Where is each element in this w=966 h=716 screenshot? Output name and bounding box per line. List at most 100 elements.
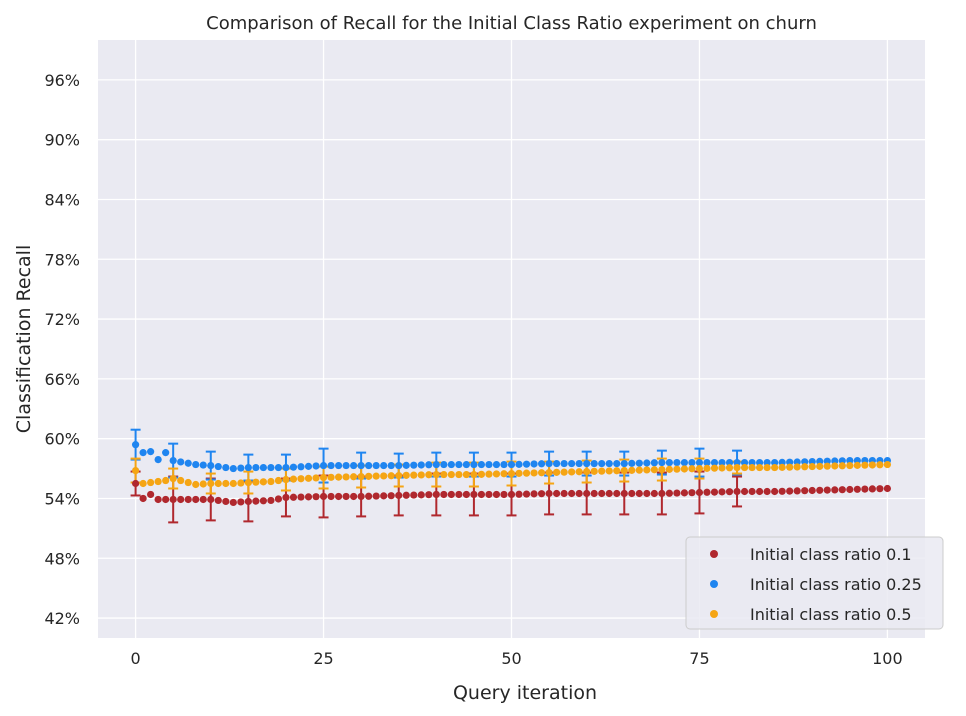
data-point xyxy=(868,461,876,469)
data-point xyxy=(643,489,651,498)
data-point xyxy=(725,458,734,467)
data-point xyxy=(545,468,553,477)
data-point xyxy=(883,460,892,469)
data-point xyxy=(823,457,831,465)
y-tick-label: 90% xyxy=(44,131,80,150)
data-point xyxy=(177,458,185,466)
data-point xyxy=(222,479,230,488)
data-point xyxy=(372,461,380,470)
data-point xyxy=(695,464,704,473)
data-point xyxy=(274,463,283,472)
data-point xyxy=(199,461,207,469)
data-point xyxy=(583,459,591,468)
data-point xyxy=(831,462,839,470)
data-point xyxy=(665,465,673,473)
data-point xyxy=(786,487,794,495)
x-tick-label: 100 xyxy=(872,649,903,668)
data-point xyxy=(432,460,440,469)
data-point xyxy=(169,495,177,504)
data-point xyxy=(380,492,388,500)
data-point xyxy=(184,459,192,467)
data-point xyxy=(485,470,493,478)
data-point xyxy=(763,487,771,496)
data-point xyxy=(831,486,839,494)
data-point xyxy=(605,467,613,475)
y-tick-label: 84% xyxy=(44,190,80,209)
data-point xyxy=(763,463,771,472)
data-point xyxy=(492,460,501,469)
data-point xyxy=(274,495,283,503)
data-point xyxy=(545,489,553,498)
data-point xyxy=(154,495,162,504)
data-point xyxy=(575,459,583,468)
data-point xyxy=(718,458,726,467)
data-point xyxy=(252,497,260,505)
data-point xyxy=(861,461,869,469)
data-point xyxy=(327,473,335,481)
data-point xyxy=(244,478,252,487)
data-point xyxy=(778,487,786,495)
data-point xyxy=(560,489,568,498)
y-tick-label: 72% xyxy=(44,310,80,329)
y-axis-ticks: 42% 48% 54% 60% 66% 72% 78% 84% 90% 96% xyxy=(44,71,80,628)
data-point xyxy=(365,492,373,500)
data-point xyxy=(838,462,846,470)
data-point xyxy=(492,490,501,499)
data-point xyxy=(342,461,350,470)
data-point xyxy=(500,470,508,478)
data-point xyxy=(297,493,305,501)
data-point xyxy=(304,474,313,482)
data-point xyxy=(440,490,448,499)
data-point xyxy=(733,487,741,496)
data-point xyxy=(650,489,658,498)
data-point xyxy=(673,465,681,473)
data-point xyxy=(342,473,350,481)
data-point xyxy=(583,489,591,498)
data-point xyxy=(402,471,410,479)
data-point xyxy=(485,490,493,499)
data-point xyxy=(432,490,440,499)
data-point xyxy=(853,485,861,493)
data-point xyxy=(199,480,207,488)
data-point xyxy=(695,488,704,497)
data-point xyxy=(553,468,561,476)
data-point xyxy=(462,460,470,469)
data-point xyxy=(590,489,598,498)
data-point xyxy=(289,463,298,471)
data-point xyxy=(786,458,794,466)
data-point xyxy=(365,461,373,470)
data-point xyxy=(613,459,621,468)
data-point xyxy=(823,462,831,470)
data-point xyxy=(823,486,831,494)
data-point xyxy=(500,490,508,499)
chart-title: Comparison of Recall for the Initial Cla… xyxy=(206,13,817,34)
data-point xyxy=(319,492,328,501)
data-point xyxy=(710,488,719,496)
data-point xyxy=(522,469,531,477)
data-point xyxy=(312,462,320,470)
data-point xyxy=(192,480,200,489)
data-point xyxy=(177,495,185,504)
y-axis-title: Classification Recall xyxy=(13,245,35,433)
data-point xyxy=(568,489,576,498)
data-point xyxy=(410,471,418,479)
data-point xyxy=(237,464,245,472)
data-point xyxy=(740,487,749,496)
data-point xyxy=(808,486,816,495)
data-point xyxy=(605,489,613,498)
data-point xyxy=(665,489,673,497)
data-point xyxy=(628,489,636,498)
data-point xyxy=(485,460,493,469)
data-point xyxy=(590,467,598,475)
data-point xyxy=(372,492,380,500)
y-tick-label: 60% xyxy=(44,430,80,449)
data-point xyxy=(507,490,516,499)
data-point xyxy=(131,479,140,488)
data-point xyxy=(492,470,501,478)
data-point xyxy=(748,487,756,496)
data-point xyxy=(462,470,470,479)
data-point xyxy=(350,473,358,481)
data-point xyxy=(267,477,275,486)
data-point xyxy=(229,479,237,488)
